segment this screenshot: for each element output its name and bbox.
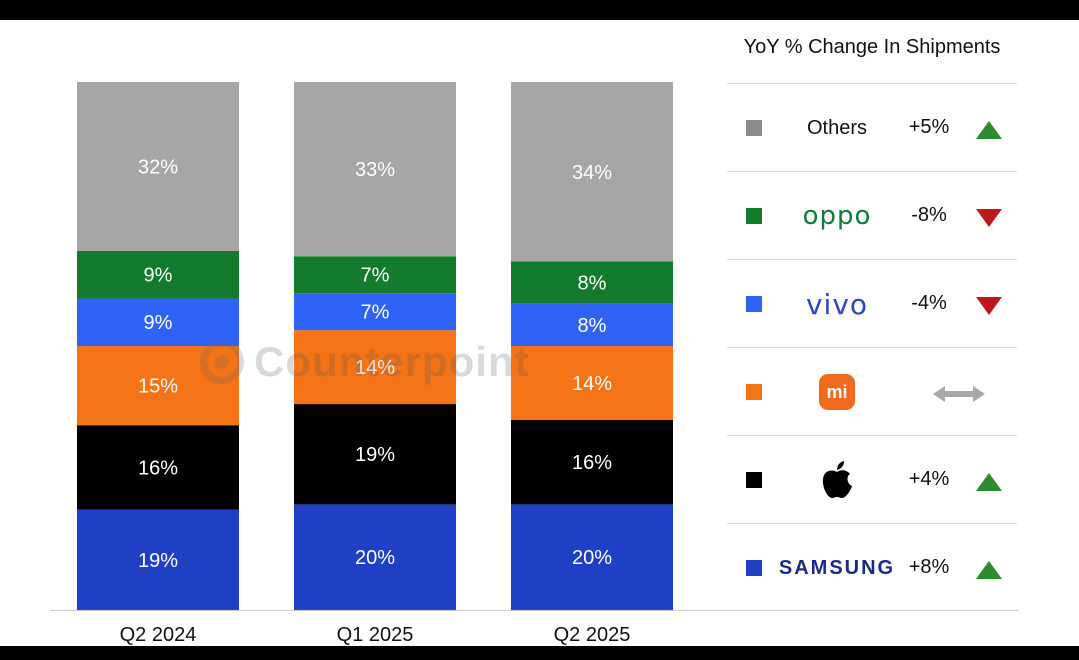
data-label: 20% xyxy=(572,547,612,569)
legend-row-samsung: SAMSUNG +8% xyxy=(727,523,1017,611)
legend-row-apple: +4% xyxy=(727,435,1017,523)
bar-segment xyxy=(294,256,456,294)
brand-others-label: Others xyxy=(806,116,868,139)
legend: YoY % Change In Shipments Others +5% opp… xyxy=(727,20,1017,646)
bar-segment xyxy=(294,293,456,331)
legend-change: +8% xyxy=(908,556,950,578)
bar-segment xyxy=(294,404,456,505)
bar-segment xyxy=(511,82,673,262)
bar-segment xyxy=(77,509,239,610)
apple-logo-icon xyxy=(822,461,852,498)
data-label: 32% xyxy=(138,156,178,178)
data-label: 34% xyxy=(572,162,612,184)
data-label: 14% xyxy=(355,357,395,379)
legend-row-others: Others +5% xyxy=(727,83,1017,171)
stacked-bar-chart: 19% 16% 15% 9% 9% 32% Q2 2024 20% 19% 14% 7% 7% 33% Q… xyxy=(77,82,673,646)
legend-row-xiaomi: mi xyxy=(727,347,1017,435)
arrow-both-icon xyxy=(933,386,985,402)
legend-title: YoY % Change In Shipments xyxy=(743,36,1001,58)
legend-row-oppo: oppo -8% xyxy=(727,171,1017,259)
bar-segment xyxy=(511,346,673,420)
bar-segment xyxy=(511,261,673,304)
samsung-logo-icon: SAMSUNG xyxy=(778,556,896,579)
legend-swatch xyxy=(746,472,762,488)
data-label: 9% xyxy=(144,312,173,334)
data-label: 9% xyxy=(144,265,173,287)
legend-swatch xyxy=(746,120,762,136)
chart-canvas: 19% 16% 15% 9% 9% 32% Q2 2024 20% 19% 14% 7% 7% 33% Q… xyxy=(0,20,1079,646)
x-tick-label: Q1 2025 xyxy=(337,624,414,646)
data-label: 19% xyxy=(138,550,178,572)
bar-segment xyxy=(77,425,239,510)
bar-segment xyxy=(77,82,239,251)
arrow-up-icon xyxy=(976,121,1002,139)
bar-segment xyxy=(511,303,673,346)
bar-segment xyxy=(77,346,239,426)
legend-swatch xyxy=(746,384,762,400)
legend-swatch xyxy=(746,208,762,224)
arrow-down-icon xyxy=(976,209,1002,227)
data-label: 16% xyxy=(138,457,178,479)
bar-segment xyxy=(294,330,456,405)
vivo-logo-icon: vivo xyxy=(805,287,869,321)
data-label: 7% xyxy=(361,265,390,287)
bar-segment xyxy=(511,504,673,610)
bar-segment xyxy=(77,250,239,299)
arrow-up-icon xyxy=(976,561,1002,579)
legend-brand: SAMSUNG xyxy=(779,524,893,612)
legend-brand xyxy=(787,436,887,524)
legend-brand: Others xyxy=(787,84,887,172)
arrow-up-icon xyxy=(976,473,1002,491)
data-label: 14% xyxy=(572,373,612,395)
data-label: 8% xyxy=(578,273,607,295)
data-label: 20% xyxy=(355,547,395,569)
oppo-logo-icon: oppo xyxy=(802,201,872,231)
data-label: 8% xyxy=(578,315,607,337)
legend-swatch xyxy=(746,560,762,576)
bar-segment xyxy=(511,419,673,505)
data-label: 7% xyxy=(361,302,390,324)
x-tick-label: Q2 2025 xyxy=(554,624,631,646)
legend-brand: oppo xyxy=(787,172,887,260)
bar-segment xyxy=(77,298,239,346)
xiaomi-logo-icon: mi xyxy=(819,374,855,410)
legend-row-vivo: vivo -4% xyxy=(727,259,1017,347)
data-label: 33% xyxy=(355,159,395,181)
legend-brand: mi xyxy=(787,348,887,436)
legend-change: +4% xyxy=(908,468,950,490)
baseline xyxy=(50,610,1018,611)
arrow-down-icon xyxy=(976,297,1002,315)
data-label: 16% xyxy=(572,452,612,474)
data-label: 15% xyxy=(138,376,178,398)
legend-change: -8% xyxy=(911,204,947,226)
bar-segment xyxy=(294,504,456,610)
bar-segment xyxy=(294,82,456,257)
legend-change: +5% xyxy=(908,116,950,138)
legend-change: -4% xyxy=(911,292,947,314)
legend-brand: vivo xyxy=(787,260,887,348)
data-label: 19% xyxy=(355,444,395,466)
x-tick-label: Q2 2024 xyxy=(120,624,197,646)
legend-swatch xyxy=(746,296,762,312)
